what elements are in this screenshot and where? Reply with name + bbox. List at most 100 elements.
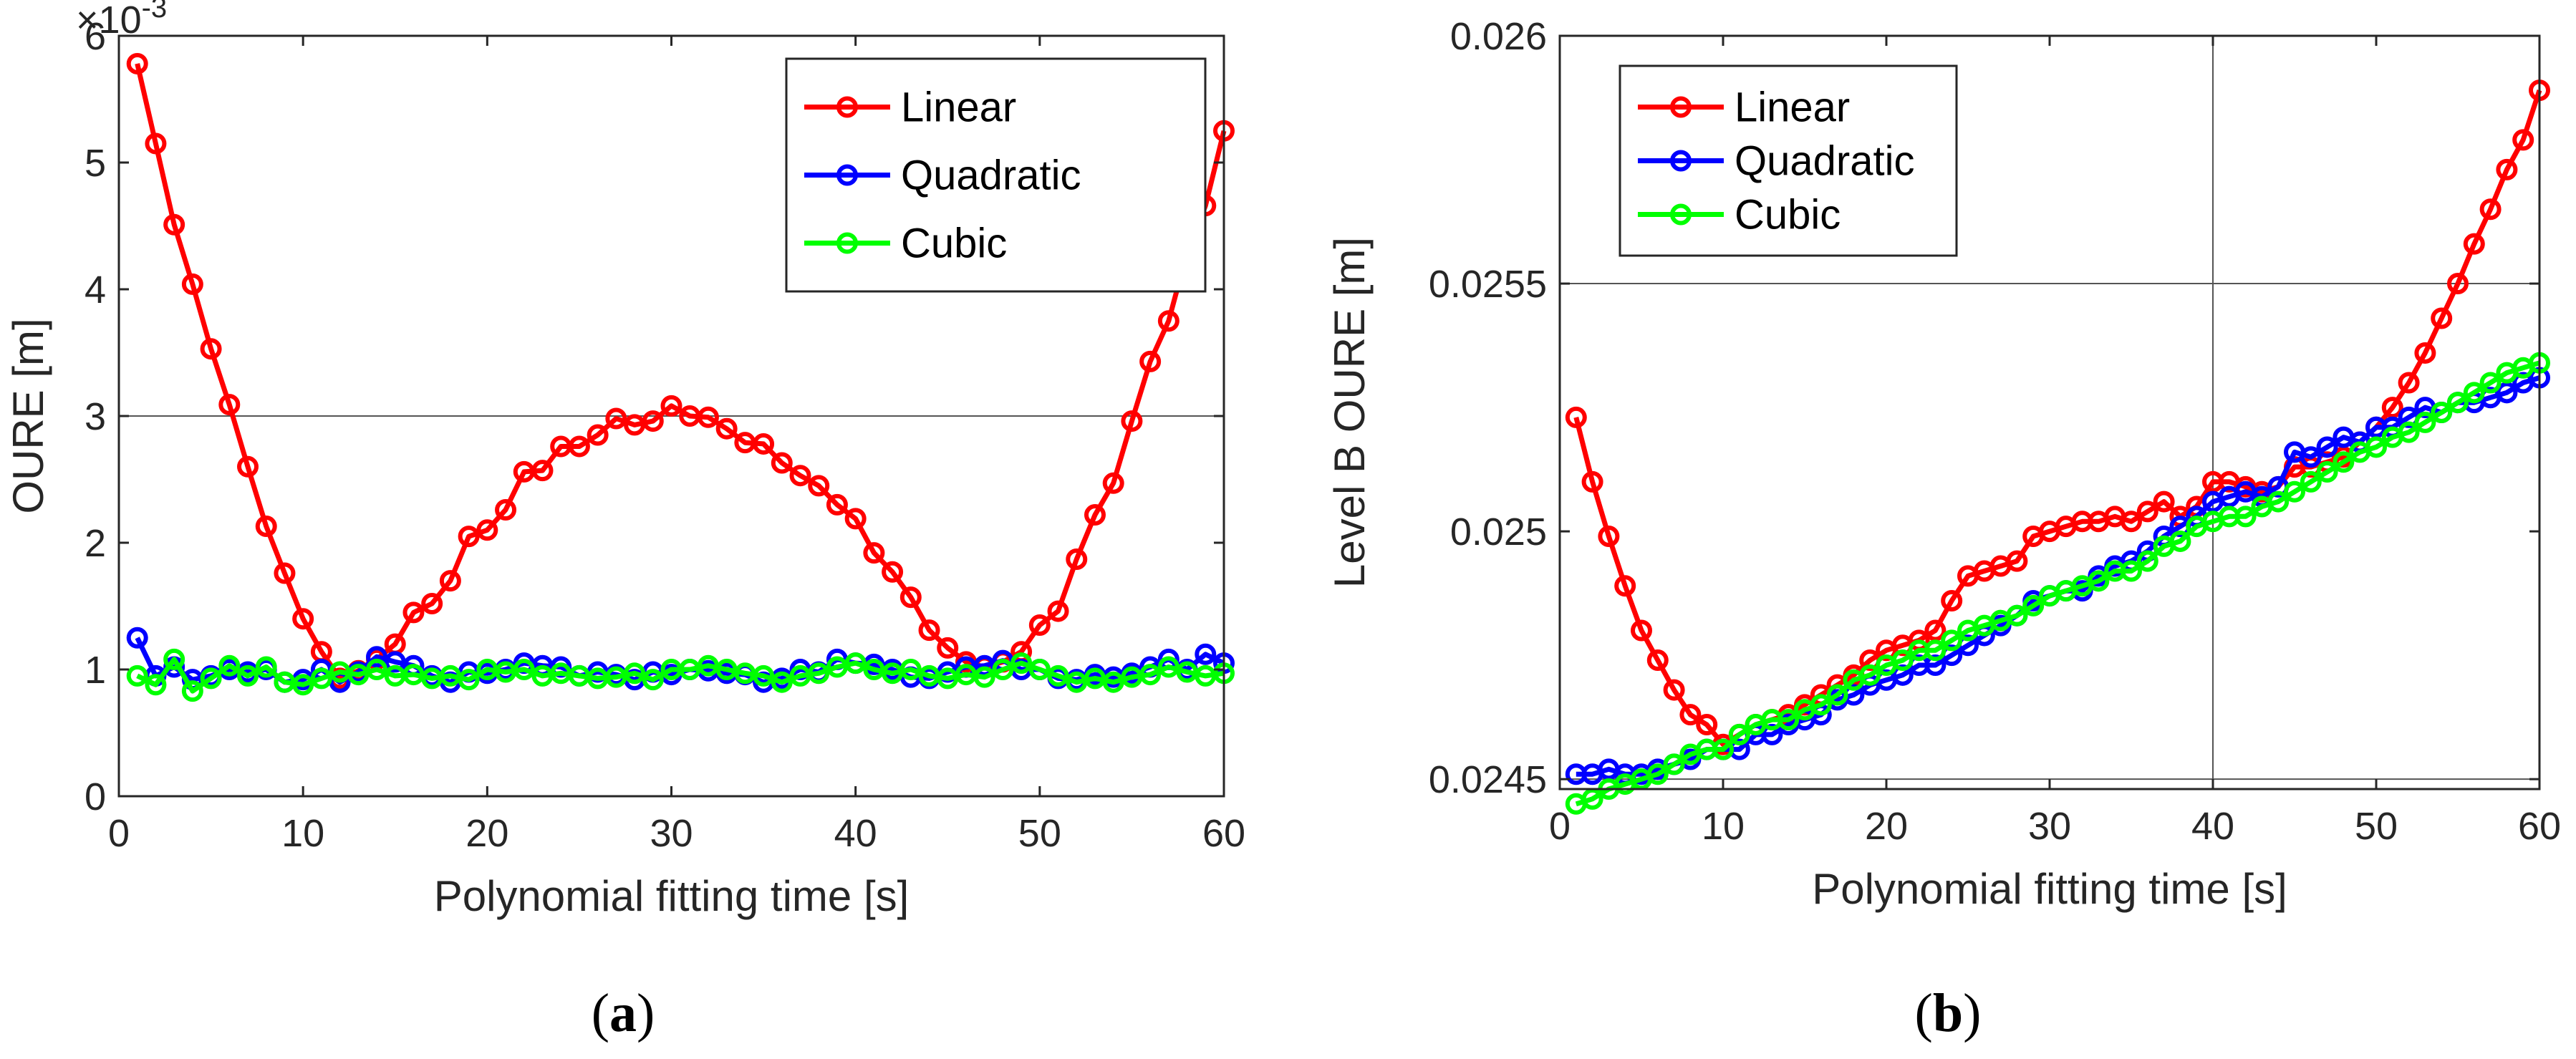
data-point-cubic — [973, 666, 995, 688]
data-point-linear — [808, 475, 830, 497]
data-point-linear — [1084, 504, 1106, 526]
data-point-cubic — [2463, 382, 2485, 404]
data-point-quadratic — [2496, 382, 2518, 404]
panel-b: 0 10 20 30 40 50 60 0.0245 0.025 0.0255 0.026 Polyn… — [1326, 15, 2561, 1043]
data-point-cubic — [1941, 629, 1963, 652]
data-point-linear — [458, 526, 480, 548]
x-tick-label: 40 — [2191, 805, 2234, 848]
data-point-cubic — [513, 659, 535, 680]
data-point-linear — [1157, 310, 1180, 332]
data-point-linear — [126, 52, 148, 74]
y-tick-label: 0.026 — [1450, 15, 1547, 58]
data-point-cubic — [1777, 709, 1800, 731]
caption-paren: ( — [1915, 983, 1933, 1043]
data-point-cubic — [899, 659, 922, 680]
legend-marker-cubic — [836, 232, 858, 254]
panel-a: 0 10 20 30 40 50 60 0 1 2 3 4 5 6×10-3 Polynomial fitt… — [4, 0, 1245, 1043]
legend-label-quadratic: Quadratic — [1735, 138, 1914, 185]
data-point-linear — [826, 493, 848, 516]
data-point-cubic — [1047, 664, 1069, 687]
data-point-cubic — [200, 667, 222, 690]
data-point-linear — [1631, 619, 1652, 642]
data-point-quadratic — [1761, 723, 1783, 745]
x-tick-label: 40 — [834, 812, 877, 855]
data-point-cubic — [1924, 639, 1947, 662]
data-point-linear — [587, 424, 609, 446]
x-tick-label: 50 — [2355, 805, 2398, 848]
data-point-cubic — [642, 669, 664, 691]
data-point-cubic — [458, 669, 480, 691]
x-tick-label: 20 — [1865, 805, 1908, 848]
data-point-cubic — [992, 659, 1014, 680]
data-point-cubic — [2234, 506, 2257, 528]
data-point-linear — [439, 570, 461, 592]
data-point-linear — [863, 542, 885, 564]
data-point-cubic — [181, 680, 203, 702]
data-point-linear — [771, 452, 793, 474]
data-point-linear — [2121, 511, 2142, 533]
data-point-cubic — [1646, 763, 1669, 785]
data-point-linear — [163, 213, 185, 236]
data-point-linear — [1941, 590, 1963, 611]
y-tick-label: 1 — [85, 649, 106, 692]
data-point-cubic — [347, 664, 370, 686]
legend-marker-quadratic — [836, 164, 858, 186]
data-point-linear — [899, 586, 922, 609]
data-point-quadratic — [1891, 664, 1914, 686]
caption-letter: b — [1933, 983, 1963, 1043]
data-point-cubic — [1157, 656, 1180, 678]
data-point-linear — [1614, 575, 1636, 597]
data-point-linear — [660, 395, 682, 417]
legend-label-linear: Linear — [1735, 84, 1850, 131]
data-point-cubic — [1581, 788, 1603, 810]
data-point-linear — [200, 338, 222, 360]
data-point-linear — [181, 273, 203, 295]
data-point-cubic — [624, 662, 646, 685]
data-point-cubic — [2006, 604, 2028, 627]
x-tick-label: 0 — [1549, 805, 1571, 848]
data-point-linear — [2006, 550, 2028, 572]
y-tick-label: 3 — [85, 395, 106, 438]
y-axis-label: OURE [m] — [4, 318, 52, 513]
multiplier-base: ×10 — [76, 0, 142, 42]
data-point-linear — [1028, 614, 1051, 637]
data-point-cubic — [808, 662, 830, 685]
data-point-linear — [1047, 600, 1069, 622]
data-point-linear — [255, 515, 277, 537]
data-point-linear — [568, 435, 590, 458]
data-point-linear — [402, 601, 425, 624]
caption-paren: ) — [637, 983, 655, 1043]
y-tick-label: 0.0255 — [1429, 263, 1547, 306]
legend-marker-quadratic — [1670, 150, 1692, 172]
legend-marker-linear — [836, 96, 858, 118]
data-point-linear — [753, 432, 775, 455]
legend-marker-linear — [1670, 96, 1692, 118]
data-point-linear — [274, 562, 296, 584]
data-point-cubic — [255, 656, 277, 678]
y-tick-label: 0.025 — [1450, 511, 1547, 553]
data-point-cubic — [1663, 753, 1685, 775]
data-point-quadratic — [1924, 654, 1947, 676]
data-point-cubic — [753, 664, 775, 687]
data-point-cubic — [2121, 560, 2142, 582]
data-point-linear — [1121, 410, 1143, 432]
x-tick-label: 60 — [2518, 805, 2561, 848]
data-point-cubic — [844, 652, 867, 674]
data-point-linear — [476, 519, 498, 541]
data-point-linear — [1102, 472, 1124, 494]
x-tick-label: 60 — [1202, 812, 1245, 855]
data-point-linear — [789, 465, 811, 487]
legend-label-cubic: Cubic — [901, 221, 1007, 267]
data-point-quadratic — [2316, 436, 2338, 458]
multiplier-exponent: -3 — [142, 0, 168, 24]
data-point-linear — [2136, 501, 2158, 523]
x-tick-label: 0 — [108, 812, 130, 855]
data-point-cubic — [2333, 451, 2355, 473]
caption-paren: ) — [1963, 983, 1981, 1043]
data-point-cubic — [2479, 372, 2502, 394]
data-point-cubic — [2365, 436, 2387, 458]
data-point-linear — [1924, 619, 1947, 642]
data-point-linear — [882, 561, 904, 583]
data-point-linear — [531, 460, 554, 482]
data-point-linear — [2463, 233, 2485, 255]
